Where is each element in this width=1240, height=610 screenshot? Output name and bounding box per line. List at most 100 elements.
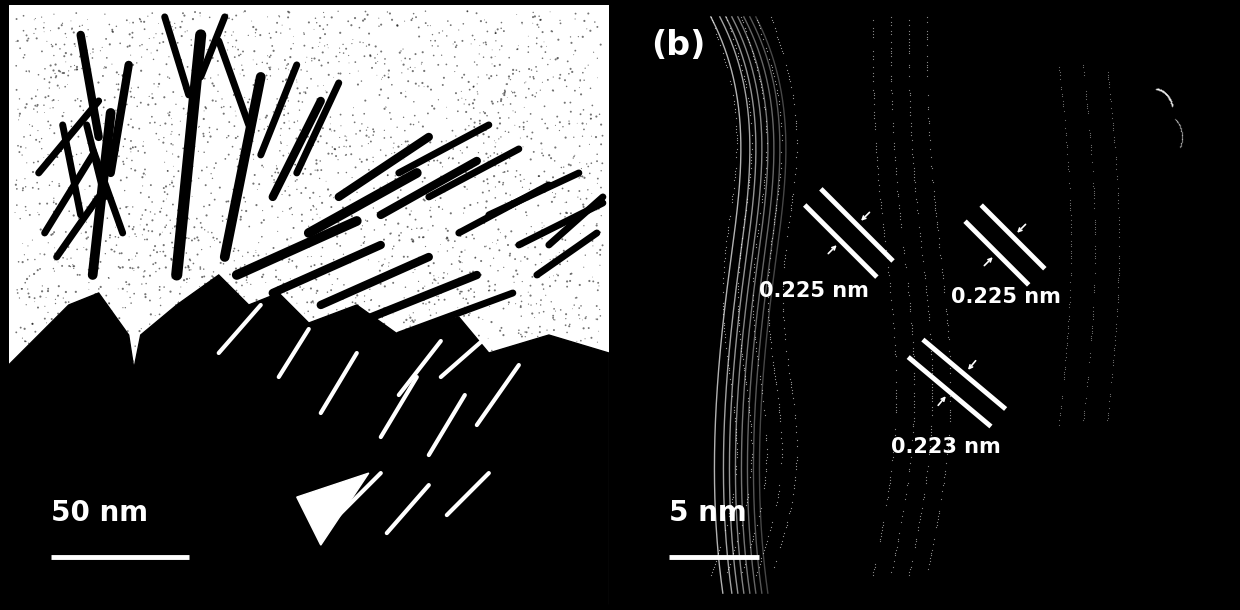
Point [506, 172, 526, 182]
Point [1084, 185, 1104, 195]
Point [224, 121, 244, 131]
Point [305, 260, 325, 270]
Point [1060, 270, 1080, 280]
Point [516, 332, 536, 342]
Point [135, 148, 155, 157]
Point [98, 214, 118, 223]
Point [388, 347, 408, 357]
Point [1058, 328, 1078, 338]
Point [453, 575, 472, 585]
Point [30, 249, 50, 259]
Point [175, 328, 195, 338]
Point [222, 30, 242, 40]
Point [332, 568, 352, 578]
Point [422, 393, 441, 403]
Point [937, 441, 957, 451]
Point [402, 234, 422, 244]
Point [35, 18, 55, 27]
Point [16, 30, 36, 40]
Point [870, 531, 890, 540]
Point [124, 362, 144, 371]
Point [1060, 205, 1080, 215]
Point [424, 331, 444, 340]
Point [588, 149, 608, 159]
Point [885, 407, 905, 417]
Point [905, 537, 925, 547]
Point [1085, 203, 1105, 212]
Point [48, 152, 68, 162]
Point [81, 49, 100, 59]
Point [449, 158, 469, 168]
Point [269, 379, 289, 389]
Point [722, 500, 742, 510]
Point [465, 173, 485, 182]
Point [200, 279, 219, 289]
Point [87, 217, 107, 226]
Point [1172, 125, 1192, 135]
Point [258, 333, 278, 343]
Point [496, 441, 516, 451]
Point [151, 326, 171, 336]
Point [515, 489, 534, 499]
Point [154, 246, 174, 256]
Point [131, 52, 151, 62]
Point [569, 186, 589, 196]
Point [446, 407, 466, 417]
Point [356, 196, 376, 206]
Point [391, 368, 410, 378]
Point [343, 522, 363, 532]
Point [370, 383, 389, 393]
Point [408, 295, 428, 304]
Point [903, 422, 923, 431]
Point [459, 285, 479, 295]
Point [1152, 86, 1172, 96]
Point [918, 60, 937, 70]
Point [392, 370, 412, 379]
Point [549, 126, 569, 135]
Point [246, 319, 265, 329]
Point [247, 304, 267, 314]
Point [512, 19, 532, 29]
Point [564, 132, 584, 142]
Point [37, 318, 57, 328]
Point [763, 68, 782, 78]
Point [316, 138, 336, 148]
Point [466, 568, 486, 578]
Point [329, 155, 348, 165]
Point [361, 137, 381, 146]
Point [138, 12, 157, 21]
Point [267, 341, 286, 351]
Point [164, 243, 184, 253]
Point [228, 246, 248, 256]
Point [430, 556, 450, 565]
Point [378, 183, 398, 193]
Point [564, 300, 584, 310]
Point [268, 176, 288, 186]
Point [365, 225, 384, 235]
Point [900, 110, 920, 120]
Point [903, 329, 923, 339]
Point [763, 65, 782, 75]
Point [50, 181, 69, 191]
Point [589, 326, 609, 336]
Point [60, 134, 79, 144]
Point [937, 318, 957, 328]
Point [919, 447, 939, 456]
Point [1074, 413, 1094, 423]
Point [543, 173, 563, 182]
Point [905, 186, 925, 196]
Point [769, 186, 789, 196]
Point [506, 371, 526, 381]
Point [899, 34, 919, 44]
Point [133, 142, 153, 151]
Point [921, 349, 941, 359]
Point [363, 518, 383, 528]
Point [180, 254, 200, 264]
Point [905, 539, 925, 549]
Point [82, 329, 102, 339]
Point [315, 86, 335, 96]
Point [128, 82, 148, 92]
Point [446, 373, 466, 382]
Point [362, 63, 382, 73]
Point [415, 324, 435, 334]
